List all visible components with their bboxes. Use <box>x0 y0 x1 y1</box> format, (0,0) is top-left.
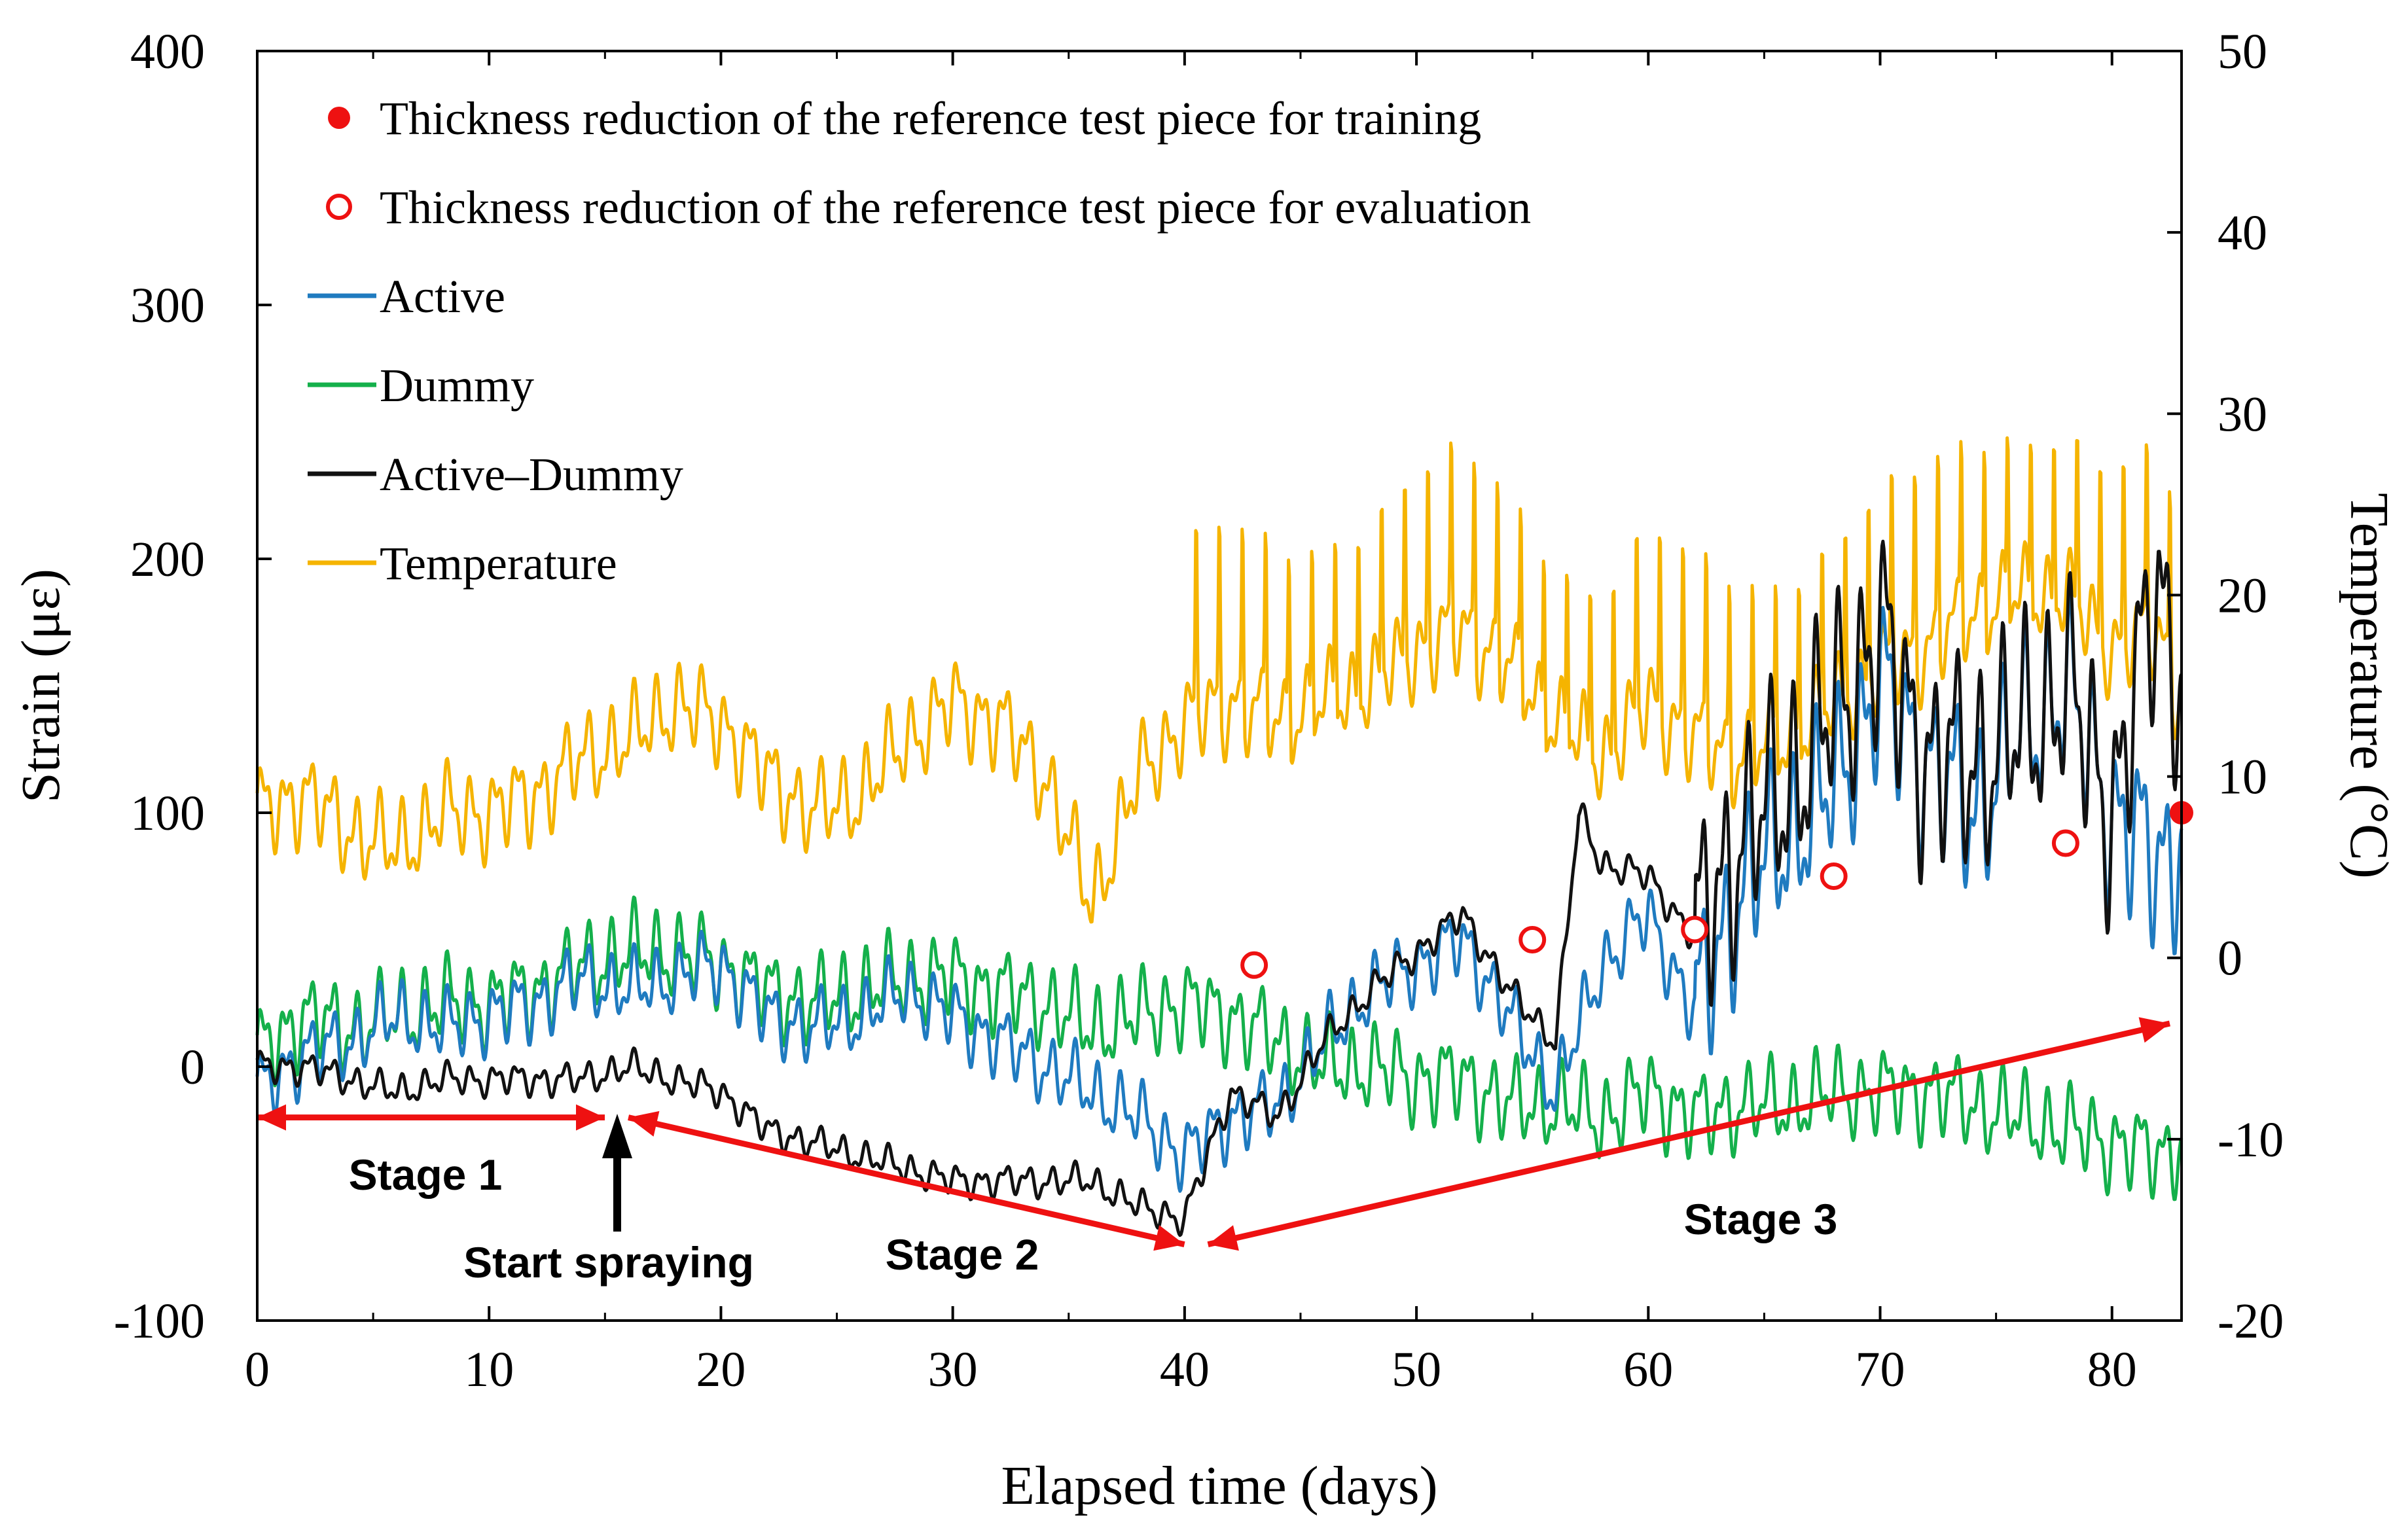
y-right-tick-label: 0 <box>2218 931 2242 986</box>
active-dummy-line <box>255 539 2183 1237</box>
evaluation-marker <box>1681 915 1709 944</box>
legend-evaluation-label: Thickness reduction of the reference tes… <box>380 181 1531 234</box>
dummy-line <box>255 895 2183 1201</box>
stage-1-arrow-head-end <box>576 1104 605 1131</box>
series-temperature <box>255 436 2183 924</box>
evaluation-marker <box>1518 926 1547 953</box>
stage-1-label: Stage 1 <box>349 1150 503 1199</box>
stage-3-arrow-head-start <box>1208 1225 1239 1251</box>
stage-2-arrow-head-start <box>628 1110 660 1137</box>
y-right-tick-label: -20 <box>2218 1294 2284 1349</box>
x-tick-label: 70 <box>1856 1342 1905 1397</box>
y-right-tick-label: 10 <box>2218 750 2267 805</box>
legend-dummy-label: Dummy <box>380 359 534 412</box>
x-tick-label: 80 <box>2087 1342 2137 1397</box>
x-tick-label: 10 <box>464 1342 514 1397</box>
stage-3-arrow-line <box>1207 1020 2171 1247</box>
legend: Thickness reduction of the reference tes… <box>308 92 1531 590</box>
x-tick-label: 40 <box>1160 1342 1210 1397</box>
start-spraying-label: Start spraying <box>463 1238 754 1287</box>
y-right-tick-label: -10 <box>2218 1112 2284 1167</box>
series-active <box>255 594 2183 1193</box>
x-tick-label: 50 <box>1392 1342 1441 1397</box>
stage-3-arrow-head-end <box>2138 1017 2170 1043</box>
stage-2-arrow-line <box>628 1114 1185 1247</box>
axes: 0 10 20 30 40 50 60 70 80-1000100200300400-20-10… <box>114 24 2284 1397</box>
stage-2-arrow-head-end <box>1153 1225 1185 1251</box>
y-axis-right-title: Temperature (°C) <box>2339 493 2399 879</box>
series-active-dummy <box>255 539 2183 1237</box>
y-axis-left-title: Strain (με) <box>10 569 71 803</box>
evaluation-marker <box>1240 951 1268 979</box>
evaluation-marker <box>2051 829 2079 857</box>
legend-training-marker <box>328 107 350 129</box>
start-spraying-annotation: Start spraying <box>463 1114 754 1287</box>
series-dummy <box>255 895 2183 1201</box>
evaluation-marker <box>1820 862 1848 890</box>
stage-3-label: Stage 3 <box>1684 1195 1838 1243</box>
y-right-tick-label: 40 <box>2218 205 2267 260</box>
y-right-tick-label: 20 <box>2218 568 2267 623</box>
y-left-tick-label: 0 <box>180 1040 205 1095</box>
legend-temperature-label: Temperature <box>380 537 617 590</box>
legend-training-label: Thickness reduction of the reference tes… <box>380 92 1481 145</box>
y-right-tick-label: 50 <box>2218 24 2267 79</box>
legend-active-label: Active <box>380 270 505 323</box>
plot-frame <box>256 50 2183 1322</box>
x-tick-label: 30 <box>928 1342 978 1397</box>
stage-1-arrow-head-start <box>257 1104 286 1131</box>
active-line <box>255 594 2183 1193</box>
x-tick-label: 0 <box>245 1342 270 1397</box>
legend-evaluation-marker <box>326 194 352 220</box>
stage-2-label: Stage 2 <box>886 1230 1039 1279</box>
legend-diff-label: Active–Dummy <box>380 448 683 501</box>
y-left-tick-label: -100 <box>114 1294 205 1349</box>
start-spraying-arrow-head <box>602 1114 632 1158</box>
temperature-line <box>255 436 2183 924</box>
x-tick-label: 60 <box>1623 1342 1673 1397</box>
y-left-tick-label: 100 <box>130 786 205 841</box>
y-right-tick-label: 30 <box>2218 387 2267 442</box>
y-left-tick-label: 200 <box>130 532 205 587</box>
stage-arrows <box>257 1017 2171 1251</box>
x-axis-title: Elapsed time (days) <box>1001 1455 1437 1516</box>
x-tick-label: 20 <box>696 1342 746 1397</box>
y-left-tick-label: 400 <box>130 24 205 79</box>
y-left-tick-label: 300 <box>130 278 205 333</box>
